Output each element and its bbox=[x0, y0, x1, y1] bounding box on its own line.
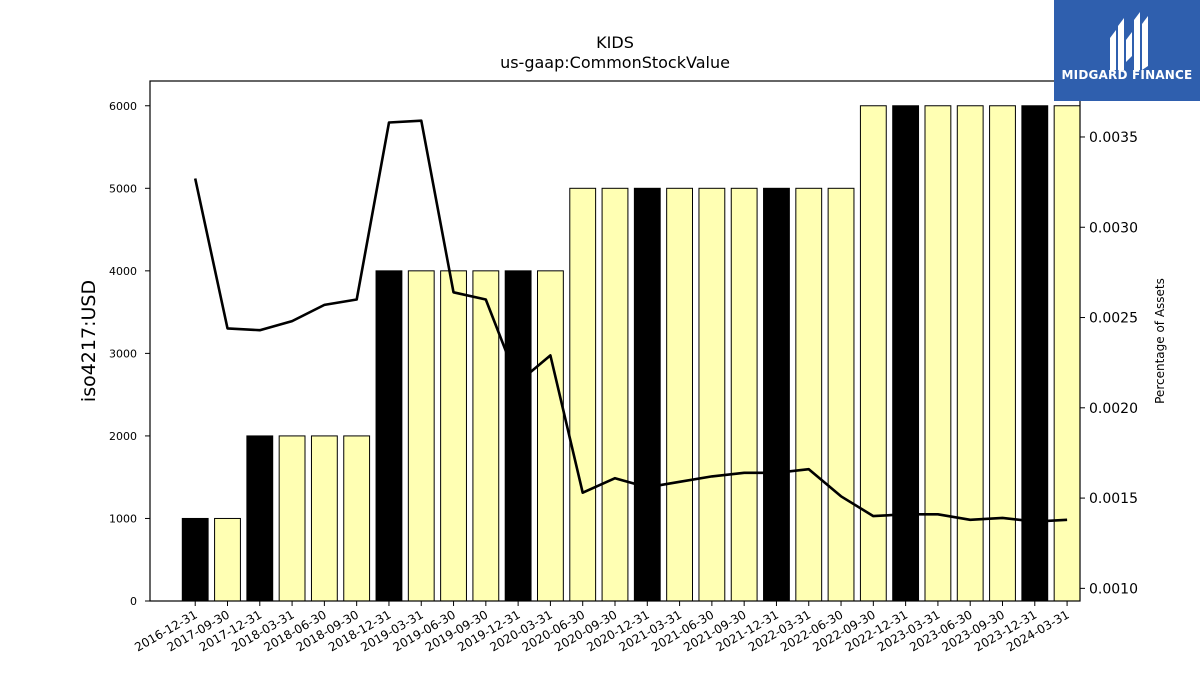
y-tick-label: 2000 bbox=[109, 430, 137, 443]
logo-text: MIDGARD FINANCE bbox=[1061, 68, 1193, 82]
line-group bbox=[193, 119, 1068, 523]
bars-group bbox=[181, 105, 1081, 602]
bar bbox=[1053, 105, 1081, 602]
bar bbox=[956, 105, 984, 602]
bar bbox=[730, 187, 758, 602]
bar bbox=[795, 187, 823, 602]
bar bbox=[310, 435, 338, 602]
bar bbox=[181, 517, 209, 602]
y2-tick-label: 0.0020 bbox=[1089, 401, 1138, 417]
y2-tick-label: 0.0035 bbox=[1089, 130, 1138, 146]
bar bbox=[892, 105, 920, 602]
bar bbox=[407, 270, 435, 602]
bar bbox=[859, 105, 887, 602]
y2-tick-label: 0.0010 bbox=[1089, 581, 1138, 597]
brand-logo: MIDGARD FINANCE bbox=[1054, 0, 1200, 101]
bar bbox=[698, 187, 726, 602]
bar bbox=[601, 187, 629, 602]
bar bbox=[504, 270, 532, 602]
y2-axis-label: Percentage of Assets bbox=[1153, 278, 1167, 404]
percentage-line bbox=[193, 119, 1068, 523]
bar bbox=[569, 187, 597, 602]
axes-group: 0 1000 2000 3000 4000 5000 6000 0.0010 0.0015 0.0… bbox=[109, 80, 1138, 654]
bar bbox=[633, 187, 661, 602]
bar bbox=[343, 435, 371, 602]
bar bbox=[666, 187, 694, 602]
bar bbox=[472, 270, 500, 602]
bar bbox=[763, 187, 790, 602]
bar bbox=[246, 435, 274, 602]
y-tick-label: 1000 bbox=[109, 512, 137, 525]
bar bbox=[1021, 105, 1049, 602]
bar bbox=[989, 105, 1016, 602]
y-tick-label: 6000 bbox=[109, 100, 137, 113]
y2-tick-label: 0.0015 bbox=[1089, 491, 1138, 507]
y-tick-label: 5000 bbox=[109, 182, 137, 195]
bar bbox=[827, 187, 855, 602]
y2-tick-label: 0.0030 bbox=[1089, 220, 1138, 236]
y-tick-label: 3000 bbox=[109, 347, 137, 360]
bar bbox=[537, 270, 564, 602]
chart-subtitle: us-gaap:CommonStockValue bbox=[500, 53, 730, 72]
y-axis-label: iso4217:USD bbox=[78, 280, 100, 402]
logo-mark-icon bbox=[1110, 12, 1148, 70]
bar bbox=[214, 517, 241, 602]
bar bbox=[278, 435, 306, 602]
bar bbox=[924, 105, 952, 602]
y-tick-label: 0 bbox=[130, 595, 137, 608]
chart-title: KIDS bbox=[596, 33, 634, 52]
bar bbox=[440, 270, 467, 602]
y-tick-label: 4000 bbox=[109, 265, 137, 278]
bar bbox=[375, 270, 403, 602]
y2-tick-label: 0.0025 bbox=[1089, 311, 1138, 327]
